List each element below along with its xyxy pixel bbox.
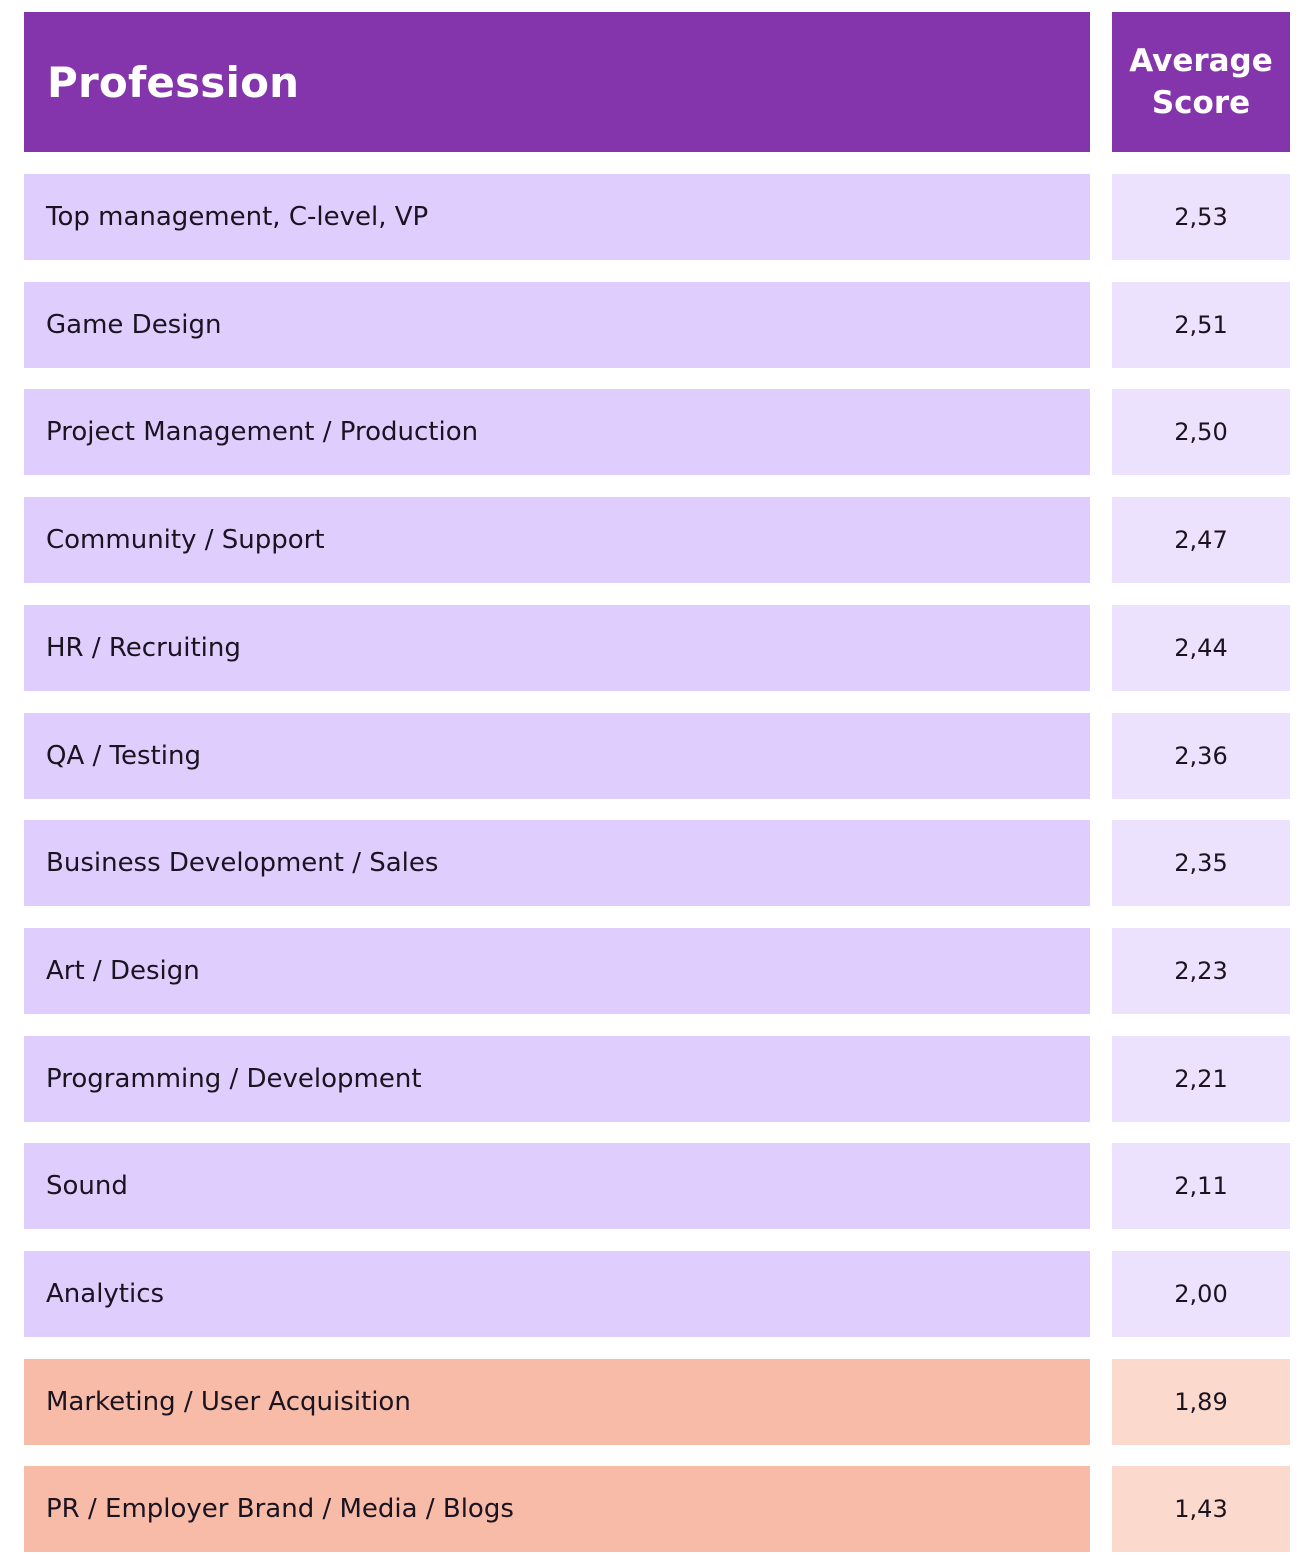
average-score-column-header: Average Score xyxy=(1112,12,1290,152)
table-row-score: 2,35 xyxy=(1112,820,1290,906)
table-row-score: 2,47 xyxy=(1112,497,1290,583)
table-row-profession: Business Development / Sales xyxy=(24,820,1090,906)
table-row-score: 2,51 xyxy=(1112,282,1290,368)
table-row-score: 2,36 xyxy=(1112,713,1290,799)
table-row-profession: Programming / Development xyxy=(24,1036,1090,1122)
table-row-profession: Project Management / Production xyxy=(24,389,1090,475)
table-row-profession: Top management, C-level, VP xyxy=(24,174,1090,260)
table-row-profession: Analytics xyxy=(24,1251,1090,1337)
table-row-score: 2,21 xyxy=(1112,1036,1290,1122)
table-row-score: 2,23 xyxy=(1112,928,1290,1014)
profession-column-header: Profession xyxy=(24,12,1090,152)
table-row-profession: Sound xyxy=(24,1143,1090,1229)
table-row-score: 2,44 xyxy=(1112,605,1290,691)
table-row-score: 2,00 xyxy=(1112,1251,1290,1337)
table-row-profession: Community / Support xyxy=(24,497,1090,583)
table-row-profession: HR / Recruiting xyxy=(24,605,1090,691)
table-row-profession: Art / Design xyxy=(24,928,1090,1014)
table-row-profession: QA / Testing xyxy=(24,713,1090,799)
table-row-profession: Game Design xyxy=(24,282,1090,368)
table-row-score: 1,89 xyxy=(1112,1359,1290,1445)
table-row-profession: PR / Employer Brand / Media / Blogs xyxy=(24,1466,1090,1552)
table-row-score: 2,11 xyxy=(1112,1143,1290,1229)
table-row-score: 2,53 xyxy=(1112,174,1290,260)
table-row-score: 1,43 xyxy=(1112,1466,1290,1552)
table-row-score: 2,50 xyxy=(1112,389,1290,475)
table-row-profession: Marketing / User Acquisition xyxy=(24,1359,1090,1445)
